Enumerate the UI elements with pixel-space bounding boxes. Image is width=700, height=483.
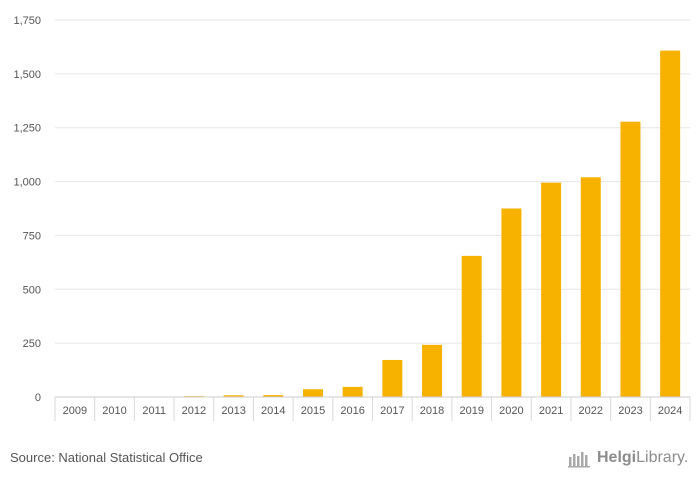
bar bbox=[263, 395, 284, 397]
y-tick-label: 0 bbox=[35, 392, 41, 404]
y-tick-label: 750 bbox=[23, 230, 41, 242]
x-tick-label: 2009 bbox=[63, 405, 87, 417]
bar bbox=[382, 359, 403, 397]
bar bbox=[541, 182, 562, 397]
x-tick-label: 2014 bbox=[261, 405, 285, 417]
logo-text: HelgiLibrary. bbox=[597, 449, 688, 467]
x-tick-label: 2021 bbox=[539, 405, 563, 417]
bar bbox=[620, 121, 641, 398]
helgi-library-logo: HelgiLibrary. bbox=[568, 448, 688, 468]
y-tick-label: 250 bbox=[23, 338, 41, 350]
grid-lines bbox=[55, 19, 690, 344]
y-tick-label: 1,000 bbox=[13, 177, 41, 189]
y-tick-label: 500 bbox=[23, 284, 41, 296]
x-tick-label: 2011 bbox=[142, 405, 166, 417]
x-tick-label: 2019 bbox=[459, 405, 483, 417]
x-tick-label: 2022 bbox=[579, 405, 603, 417]
x-tick-label: 2020 bbox=[499, 405, 523, 417]
x-tick-label: 2012 bbox=[182, 405, 206, 417]
x-tick-label: 2013 bbox=[221, 405, 245, 417]
y-tick-label: 1,500 bbox=[13, 69, 41, 81]
logo-text-second: Library. bbox=[636, 449, 689, 466]
bar bbox=[342, 386, 363, 397]
y-tick-label: 1,750 bbox=[13, 15, 41, 27]
x-axis: 2009 2010 2011 2012 2013 2014 2015 2016 2017 2018… bbox=[54, 396, 691, 421]
library-icon bbox=[568, 452, 590, 468]
bar bbox=[302, 389, 323, 397]
x-tick-label: 2016 bbox=[340, 405, 364, 417]
y-axis: 0 250 500 750 1,000 1,250 1,500 1,750 bbox=[13, 15, 41, 404]
bar bbox=[660, 50, 681, 398]
x-tick-label: 2010 bbox=[102, 405, 126, 417]
logo-text-first: Helgi bbox=[597, 449, 637, 466]
source-note: Source: National Statistical Office bbox=[10, 450, 203, 465]
x-tick-label: 2023 bbox=[618, 405, 642, 417]
bar bbox=[501, 208, 522, 397]
bars bbox=[183, 50, 681, 398]
y-tick-label: 1,250 bbox=[13, 123, 41, 135]
x-tick-label: 2018 bbox=[420, 405, 444, 417]
x-tick-label: 2024 bbox=[658, 405, 682, 417]
bar bbox=[580, 177, 601, 397]
bar bbox=[223, 395, 244, 397]
bar bbox=[422, 344, 443, 397]
bar bbox=[461, 255, 482, 397]
x-tick-label: 2015 bbox=[301, 405, 325, 417]
x-tick-label: 2017 bbox=[380, 405, 404, 417]
